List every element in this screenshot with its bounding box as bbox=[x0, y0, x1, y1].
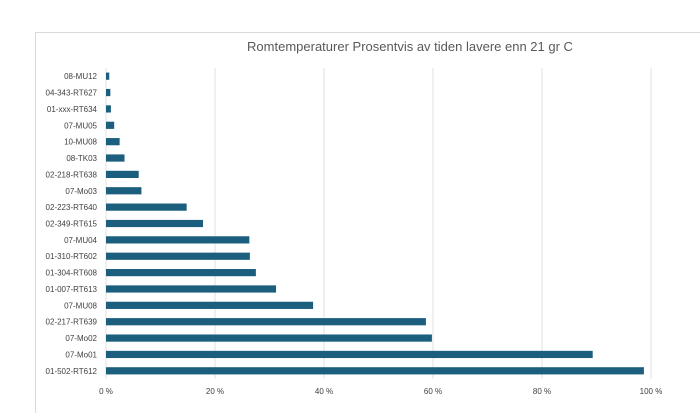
bar bbox=[106, 203, 187, 211]
x-tick-label: 0 % bbox=[99, 387, 113, 396]
bar bbox=[106, 285, 277, 293]
category-label: 01-310-RT602 bbox=[46, 252, 98, 261]
category-label: 02-349-RT615 bbox=[46, 220, 98, 229]
category-label: 01-304-RT608 bbox=[46, 269, 98, 278]
bar bbox=[106, 187, 142, 195]
category-label: 08-TK03 bbox=[66, 154, 97, 163]
bar bbox=[106, 318, 426, 326]
category-label: 07-MU04 bbox=[64, 236, 97, 245]
category-label: 04-343-RT627 bbox=[46, 89, 98, 98]
category-label: 01-xxx-RT634 bbox=[47, 105, 98, 114]
category-label: 01-502-RT612 bbox=[46, 367, 98, 376]
category-label: 07-MU05 bbox=[64, 121, 97, 130]
category-labels: 08-MU12 04-343-RT627 01-xxx-RT634 07-MU05 10… bbox=[46, 72, 98, 376]
x-tick-labels: 0 % 20 % 40 % 60 % 80 % 100 % bbox=[99, 387, 662, 396]
category-label: 08-MU12 bbox=[64, 72, 97, 81]
bar bbox=[106, 334, 432, 342]
bar bbox=[106, 105, 111, 113]
bar bbox=[106, 350, 593, 359]
bar bbox=[106, 219, 204, 228]
category-label: 01-007-RT613 bbox=[46, 285, 98, 294]
category-label: 02-217-RT639 bbox=[46, 318, 98, 327]
bar bbox=[106, 252, 250, 260]
chart-title: Romtemperaturer Prosentvis av tiden lave… bbox=[247, 39, 573, 54]
bar bbox=[106, 121, 115, 129]
category-label: 02-218-RT638 bbox=[46, 170, 98, 179]
bar bbox=[106, 367, 644, 375]
category-label: 07-Mo01 bbox=[65, 350, 97, 359]
category-label: 07-Mo02 bbox=[65, 334, 97, 343]
category-label: 07-MU08 bbox=[64, 301, 97, 310]
bar bbox=[106, 269, 256, 277]
bars bbox=[106, 72, 644, 375]
bar bbox=[106, 301, 314, 309]
x-tick-label: 20 % bbox=[206, 387, 224, 396]
category-label: 07-Mo03 bbox=[65, 187, 97, 196]
x-tick-label: 100 % bbox=[640, 387, 663, 396]
bar bbox=[106, 154, 125, 162]
category-label: 02-223-RT640 bbox=[46, 203, 98, 212]
x-tick-label: 40 % bbox=[315, 387, 333, 396]
x-tick-label: 80 % bbox=[533, 387, 551, 396]
bar bbox=[106, 72, 110, 80]
bar bbox=[106, 170, 139, 178]
x-tick-label: 60 % bbox=[424, 387, 442, 396]
bar bbox=[106, 88, 111, 97]
bar bbox=[106, 138, 120, 146]
chart-frame bbox=[35, 32, 700, 413]
bar bbox=[106, 236, 250, 244]
category-label: 10-MU08 bbox=[64, 138, 97, 147]
